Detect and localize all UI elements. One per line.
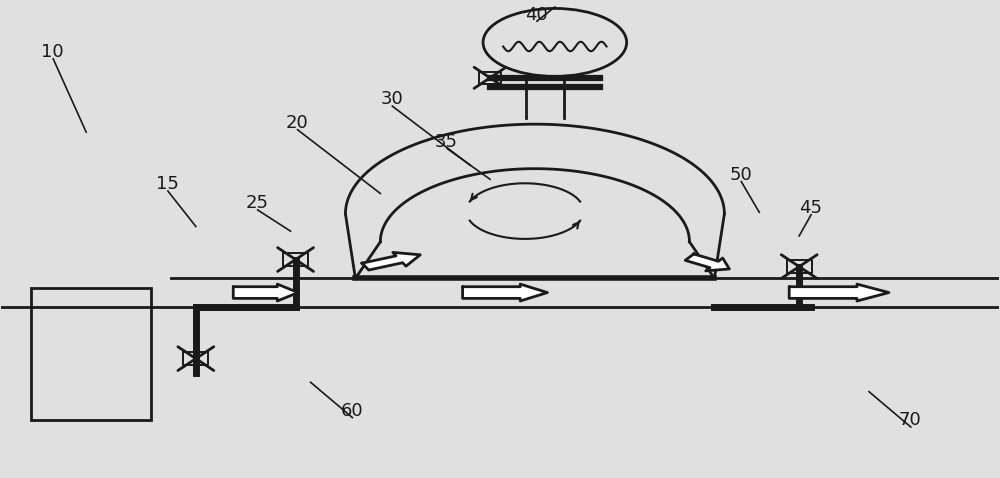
Polygon shape (463, 284, 547, 301)
Text: 30: 30 (380, 90, 403, 109)
Text: 40: 40 (525, 6, 548, 23)
Text: 45: 45 (799, 199, 822, 217)
Polygon shape (233, 284, 298, 301)
Text: 10: 10 (41, 43, 64, 61)
Text: 70: 70 (899, 412, 922, 429)
Polygon shape (685, 254, 729, 271)
Bar (31, 288, 151, 420)
Text: 25: 25 (246, 195, 269, 212)
Text: 50: 50 (729, 166, 752, 184)
Polygon shape (789, 284, 889, 301)
Text: 60: 60 (340, 402, 363, 420)
Text: 20: 20 (286, 114, 308, 132)
Polygon shape (362, 252, 420, 270)
Text: 15: 15 (156, 175, 179, 194)
Text: 35: 35 (435, 133, 458, 151)
